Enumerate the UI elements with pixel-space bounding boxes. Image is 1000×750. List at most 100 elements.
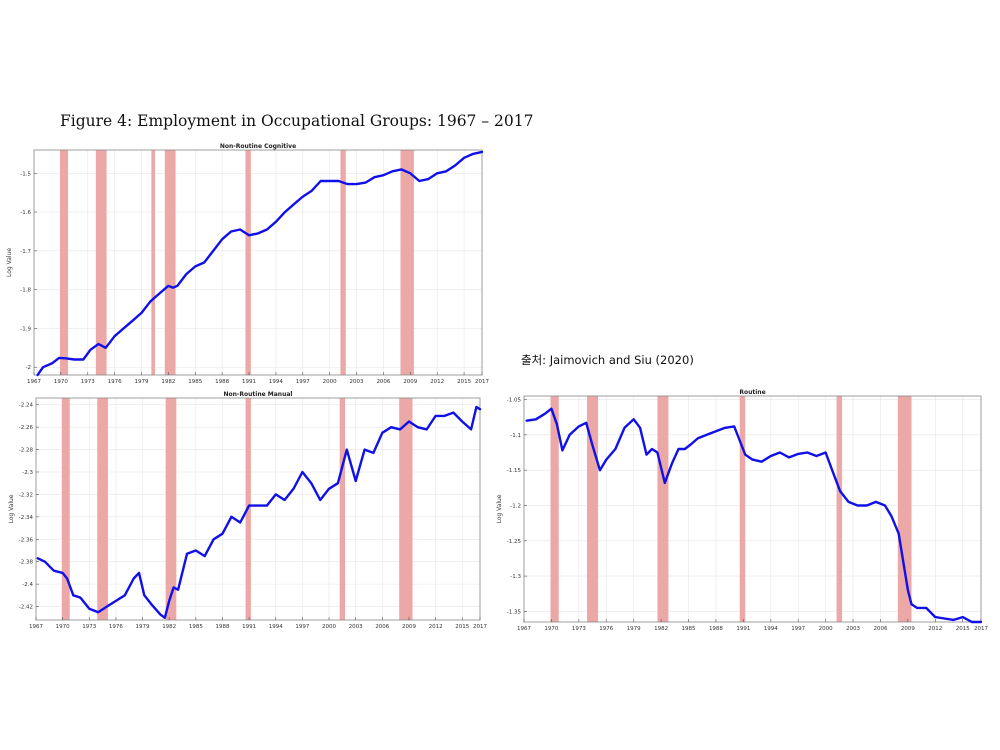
x-tick-label: 1967 <box>27 379 41 385</box>
x-tick-label: 1967 <box>29 624 43 630</box>
recession-band <box>657 396 669 622</box>
x-tick-label: 1973 <box>81 379 95 385</box>
x-tick-label: 2017 <box>974 626 988 632</box>
recession-band <box>836 396 843 622</box>
plot-frame <box>523 395 982 623</box>
x-tick-label: 1973 <box>82 624 96 630</box>
source-note: 출처: Jaimovich and Siu (2020) <box>521 353 694 367</box>
y-tick-label: -2.36 <box>19 537 34 543</box>
x-tick-label: 1979 <box>135 379 149 385</box>
recession-band <box>339 398 346 620</box>
x-tick-label: 1985 <box>682 626 696 632</box>
routine-y-axis-label: Log Value <box>496 494 503 523</box>
x-tick-label: 1982 <box>162 624 176 630</box>
x-tick-label: 2003 <box>349 624 363 630</box>
x-tick-label: 1976 <box>108 379 122 385</box>
x-tick-label: 2015 <box>457 379 471 385</box>
recession-band <box>59 150 69 375</box>
x-tick-label: 1985 <box>189 624 203 630</box>
y-tick-label: -1.9 <box>20 326 31 332</box>
x-tick-label: 1970 <box>544 626 558 632</box>
non-routine-cognitive-series-line <box>36 150 484 377</box>
x-tick-label: 2006 <box>376 379 390 385</box>
y-tick-label: -1.35 <box>507 609 522 615</box>
y-tick-label: -2.28 <box>19 448 34 454</box>
x-tick-label: 2015 <box>956 626 970 632</box>
x-tick-label: 2009 <box>403 379 417 385</box>
y-tick-label: -2.4 <box>22 582 33 588</box>
plot-frame <box>35 397 481 621</box>
routine-series-line <box>525 407 983 624</box>
recession-band <box>245 150 251 375</box>
x-tick-label: 1997 <box>295 624 309 630</box>
x-tick-label: 1979 <box>136 624 150 630</box>
x-tick-label: 2006 <box>375 624 389 630</box>
non-routine-cognitive-title: Non-Routine Cognitive <box>220 143 296 150</box>
y-tick-label: -2.38 <box>19 560 34 566</box>
x-tick-label: 1982 <box>654 626 668 632</box>
x-tick-label: 1994 <box>764 626 778 632</box>
x-tick-label: 1973 <box>572 626 586 632</box>
recession-band <box>897 396 912 622</box>
non-routine-manual-title: Non-Routine Manual <box>224 391 293 398</box>
x-tick-label: 2009 <box>901 626 915 632</box>
y-tick-label: -2.42 <box>19 605 33 611</box>
non-routine-cognitive-y-axis-label: Log Value <box>6 248 13 277</box>
x-tick-label: 2000 <box>819 626 833 632</box>
x-tick-label: 1994 <box>269 379 283 385</box>
x-tick-label: 2015 <box>455 624 469 630</box>
recession-band <box>739 396 746 622</box>
x-tick-label: 2012 <box>429 624 443 630</box>
recession-band <box>165 398 177 620</box>
x-tick-label: 1991 <box>242 379 256 385</box>
y-tick-label: -2.32 <box>19 492 33 498</box>
x-tick-label: 2017 <box>473 624 487 630</box>
figure-title: Figure 4: Employment in Occupational Gro… <box>60 112 534 130</box>
x-tick-label: 1997 <box>791 626 805 632</box>
chart-non-routine-cognitive: 1967 1970 1973 1976 1979 1982 1985 1988 1991 1994… <box>6 143 489 385</box>
x-tick-label: 1997 <box>296 379 310 385</box>
x-tick-label: 1988 <box>709 626 723 632</box>
x-tick-label: 2009 <box>402 624 416 630</box>
x-tick-label: 1970 <box>56 624 70 630</box>
y-tick-label: -2.3 <box>22 470 33 476</box>
x-tick-label: 1991 <box>242 624 256 630</box>
y-tick-label: -1.3 <box>510 574 521 580</box>
x-tick-label: 2003 <box>846 626 860 632</box>
x-tick-label: 1979 <box>627 626 641 632</box>
y-tick-label: -1.8 <box>20 288 31 294</box>
x-tick-label: 2017 <box>475 379 489 385</box>
x-tick-label: 1970 <box>54 379 68 385</box>
recession-band <box>151 150 155 375</box>
chart-routine: 1967 1970 1973 1976 1979 1982 1985 1988 1991 1994… <box>496 389 988 632</box>
x-tick-label: 1976 <box>109 624 123 630</box>
recession-band <box>400 150 414 375</box>
x-tick-label: 2006 <box>873 626 887 632</box>
recession-band <box>550 396 559 622</box>
recession-band <box>587 396 599 622</box>
y-tick-label: -1.15 <box>507 468 522 474</box>
y-tick-label: -1.6 <box>20 210 31 216</box>
recession-band <box>340 150 346 375</box>
x-tick-label: 2003 <box>350 379 364 385</box>
x-tick-label: 1988 <box>215 624 229 630</box>
x-tick-label: 2000 <box>322 624 336 630</box>
x-tick-label: 1991 <box>736 626 750 632</box>
x-tick-label: 1967 <box>517 626 531 632</box>
non-routine-manual-y-axis-label: Log Value <box>8 494 15 523</box>
x-tick-label: 1985 <box>188 379 202 385</box>
recession-band <box>97 398 108 620</box>
recession-band <box>399 398 413 620</box>
y-tick-label: -1.2 <box>510 503 521 509</box>
x-tick-label: 1988 <box>215 379 229 385</box>
chart-non-routine-manual: 1967 1970 1973 1976 1979 1982 1985 1988 1991 1994… <box>8 391 487 630</box>
x-tick-label: 2012 <box>928 626 942 632</box>
x-tick-label: 1982 <box>161 379 175 385</box>
y-tick-label: -1.25 <box>507 539 522 545</box>
x-tick-label: 2012 <box>430 379 444 385</box>
y-tick-label: -2.24 <box>19 403 34 409</box>
recession-band <box>164 150 176 375</box>
y-tick-label: -1.7 <box>20 249 31 255</box>
recession-band <box>95 150 107 375</box>
routine-title: Routine <box>739 389 765 396</box>
